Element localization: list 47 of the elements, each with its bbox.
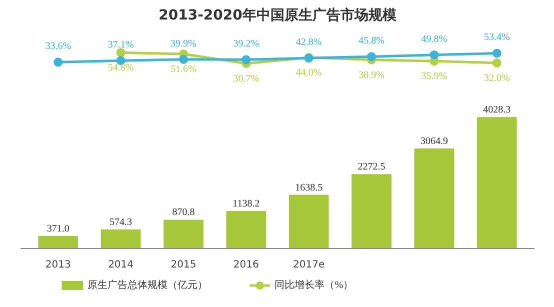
bar [288, 194, 329, 248]
data-label: 38.9% [358, 70, 384, 81]
x-tick-label: 2016 [233, 260, 259, 270]
data-label: 54.8% [108, 62, 134, 74]
data-label: 39.9% [170, 38, 196, 50]
data-label: 2272.5 [358, 162, 386, 173]
data-label: 37.1% [108, 40, 134, 51]
legend-label: 同比增长率（%） [274, 279, 354, 291]
point [367, 52, 376, 62]
point [54, 58, 63, 67]
data-label: 30.7% [233, 74, 260, 84]
x-tick-label: 2017e [293, 260, 325, 270]
point [242, 55, 251, 64]
data-label: 44.0% [296, 67, 322, 78]
data-label: 1638.5 [295, 182, 323, 194]
point [430, 50, 439, 60]
data-label: 42.8% [296, 37, 322, 48]
data-label: 35.9% [421, 71, 448, 82]
bar [100, 229, 141, 248]
data-label: 870.8 [172, 207, 195, 218]
data-label: 33.6% [45, 41, 72, 52]
data-label: 49.8% [421, 34, 448, 45]
data-label: 53.4% [484, 32, 510, 44]
chart-title: 2013-2020年中国原生广告市场规模 [158, 6, 398, 24]
x-tick-label: 2013 [45, 260, 71, 270]
bar [38, 236, 78, 248]
data-label: 4028.3 [483, 104, 511, 116]
point [492, 58, 502, 68]
data-label: 3064.9 [420, 136, 448, 147]
data-label: 45.8% [358, 36, 384, 47]
data-label: 51.6% [170, 64, 196, 76]
point [492, 48, 502, 58]
data-label: 574.3 [110, 216, 132, 228]
x-tick-label: 2015 [170, 260, 196, 270]
bar [414, 148, 454, 248]
data-label: 371.0 [46, 223, 70, 234]
data-label: 32.0% [484, 72, 510, 84]
bar [352, 174, 392, 248]
legend-label: 原生广告总体规模（亿元） [87, 279, 208, 291]
data-label: 1138.2 [232, 198, 260, 210]
point [178, 54, 188, 64]
bar [164, 220, 204, 248]
point [116, 48, 126, 58]
bar [476, 117, 517, 248]
x-tick-label: 2014 [108, 260, 134, 270]
data-label: 39.2% [233, 38, 260, 50]
bar [226, 211, 266, 248]
